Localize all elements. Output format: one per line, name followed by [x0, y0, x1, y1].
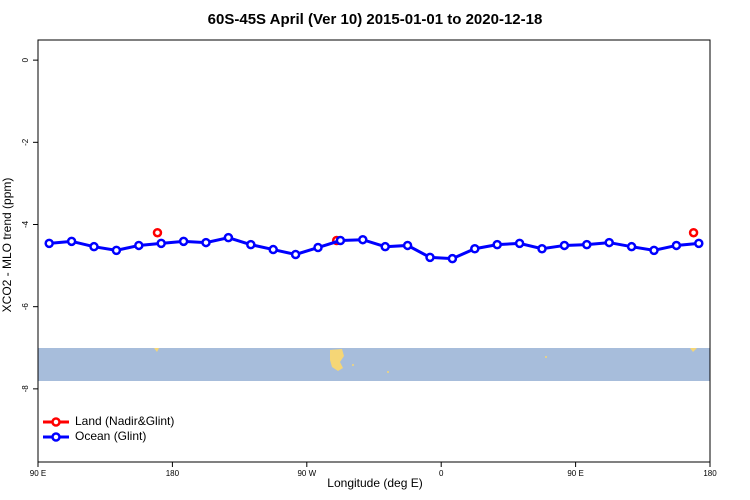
point	[44, 238, 54, 249]
point	[649, 245, 659, 256]
point	[626, 241, 637, 252]
point	[492, 239, 502, 250]
point	[89, 241, 99, 252]
point	[671, 240, 682, 251]
chart-title: 60S-45S April (Ver 10) 2015-01-01 to 202…	[208, 11, 543, 28]
legend-label: Ocean (Glint)	[75, 429, 146, 443]
legend-label: Land (Nadir&Glint)	[75, 414, 174, 428]
point	[425, 252, 435, 263]
x-tick-label: 90 E	[567, 469, 583, 478]
point	[380, 241, 390, 252]
y-axis-label: XCO2 - MLO trend (ppm)	[0, 178, 14, 313]
point	[223, 232, 234, 243]
y-tick-label: -8	[21, 385, 30, 393]
point	[156, 238, 166, 249]
point	[268, 244, 278, 255]
point	[582, 239, 592, 250]
point	[111, 245, 122, 256]
y-tick-label: -6	[21, 303, 30, 311]
x-tick-label: 180	[166, 469, 180, 478]
x-tick-label: 180	[703, 469, 717, 478]
point	[688, 227, 699, 238]
point	[537, 243, 547, 254]
x-tick-label: 90 W	[297, 469, 316, 478]
point	[604, 237, 614, 248]
point	[470, 243, 480, 254]
y-tick-label: 0	[21, 57, 30, 62]
point	[358, 234, 368, 245]
series-line	[49, 236, 699, 261]
point	[335, 235, 346, 246]
point	[290, 249, 301, 260]
point	[201, 237, 211, 248]
point	[152, 227, 163, 238]
legend-marker	[51, 432, 61, 442]
point	[694, 238, 704, 249]
point	[559, 240, 570, 251]
point	[447, 253, 458, 264]
x-tick-label: 90 E	[30, 469, 46, 478]
map-strip	[38, 348, 710, 381]
y-tick-label: -4	[21, 220, 30, 228]
y-tick-label: -2	[21, 138, 30, 146]
point	[66, 236, 77, 247]
legend-marker	[51, 417, 61, 427]
point	[402, 240, 413, 251]
x-axis-label: Longitude (deg E)	[327, 476, 422, 490]
point	[313, 242, 323, 253]
plot-frame	[37, 39, 711, 463]
point	[178, 236, 189, 247]
point	[134, 240, 144, 251]
point	[514, 238, 525, 249]
x-tick-label: 0	[439, 469, 444, 478]
point	[246, 239, 256, 250]
